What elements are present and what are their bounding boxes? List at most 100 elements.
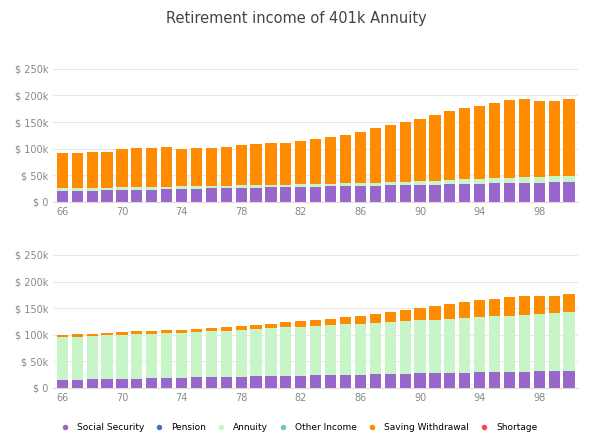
Bar [355, 186, 366, 202]
Bar [325, 319, 336, 325]
Bar [250, 188, 262, 202]
Bar [325, 187, 336, 202]
Bar [415, 373, 426, 388]
Bar [101, 335, 113, 379]
Bar [444, 184, 455, 202]
Bar [355, 324, 366, 374]
Bar [221, 377, 232, 388]
Bar [340, 183, 351, 186]
Bar [369, 129, 381, 183]
Bar [355, 183, 366, 186]
Bar [266, 143, 276, 185]
Bar [563, 294, 575, 312]
Bar [116, 149, 127, 187]
Bar [563, 176, 575, 182]
Bar [57, 153, 68, 188]
Bar [191, 149, 202, 186]
Bar [504, 297, 515, 316]
Bar [87, 152, 98, 188]
Bar [369, 186, 381, 202]
Bar [534, 314, 545, 371]
Bar [176, 333, 187, 378]
Bar [519, 315, 530, 372]
Bar [146, 187, 157, 190]
Bar [310, 187, 321, 202]
Bar [549, 101, 560, 176]
Bar [355, 316, 366, 324]
Bar [146, 190, 157, 202]
Bar [369, 314, 381, 323]
Bar [57, 188, 68, 191]
Bar [250, 324, 262, 329]
Bar [549, 313, 560, 371]
Bar [385, 182, 396, 185]
Bar [57, 335, 68, 337]
Bar [206, 188, 217, 202]
Bar [429, 306, 441, 320]
Bar [310, 184, 321, 187]
Bar [280, 187, 292, 202]
Bar [429, 184, 441, 202]
Bar [415, 119, 426, 181]
Bar [235, 326, 247, 330]
Bar [235, 330, 247, 377]
Bar [101, 191, 113, 202]
Bar [325, 325, 336, 375]
Bar [57, 337, 68, 380]
Bar [235, 188, 247, 202]
Bar [459, 108, 470, 179]
Bar [489, 299, 500, 316]
Bar [444, 373, 455, 388]
Bar [474, 373, 485, 388]
Bar [355, 374, 366, 388]
Bar [400, 321, 411, 374]
Bar [549, 183, 560, 202]
Bar [385, 185, 396, 202]
Bar [131, 378, 142, 388]
Bar [235, 377, 247, 388]
Bar [444, 180, 455, 184]
Legend: Social Security, Pension, Annuity, Other Income, Saving Withdrawal, Shortage: Social Security, Pension, Annuity, Other… [52, 419, 541, 435]
Bar [534, 183, 545, 202]
Bar [459, 184, 470, 202]
Bar [563, 312, 575, 371]
Bar [101, 379, 113, 388]
Bar [250, 144, 262, 185]
Bar [266, 324, 276, 328]
Bar [385, 374, 396, 388]
Bar [489, 372, 500, 388]
Bar [57, 380, 68, 388]
Bar [459, 179, 470, 184]
Bar [101, 333, 113, 335]
Bar [250, 377, 262, 388]
Bar [206, 186, 217, 188]
Bar [489, 183, 500, 202]
Bar [176, 330, 187, 333]
Bar [429, 114, 441, 180]
Bar [415, 320, 426, 373]
Bar [519, 296, 530, 315]
Bar [191, 332, 202, 377]
Bar [415, 308, 426, 320]
Bar [474, 317, 485, 373]
Bar [280, 323, 292, 328]
Bar [161, 378, 172, 388]
Bar [504, 316, 515, 372]
Bar [444, 111, 455, 180]
Bar [534, 177, 545, 183]
Bar [369, 323, 381, 374]
Bar [474, 184, 485, 202]
Bar [116, 335, 127, 379]
Bar [176, 378, 187, 388]
Bar [459, 302, 470, 318]
Bar [474, 106, 485, 179]
Bar [295, 187, 307, 202]
Bar [429, 180, 441, 184]
Bar [415, 185, 426, 202]
Bar [504, 178, 515, 183]
Bar [250, 185, 262, 188]
Bar [131, 190, 142, 202]
Bar [295, 327, 307, 376]
Bar [72, 191, 83, 202]
Bar [87, 334, 98, 336]
